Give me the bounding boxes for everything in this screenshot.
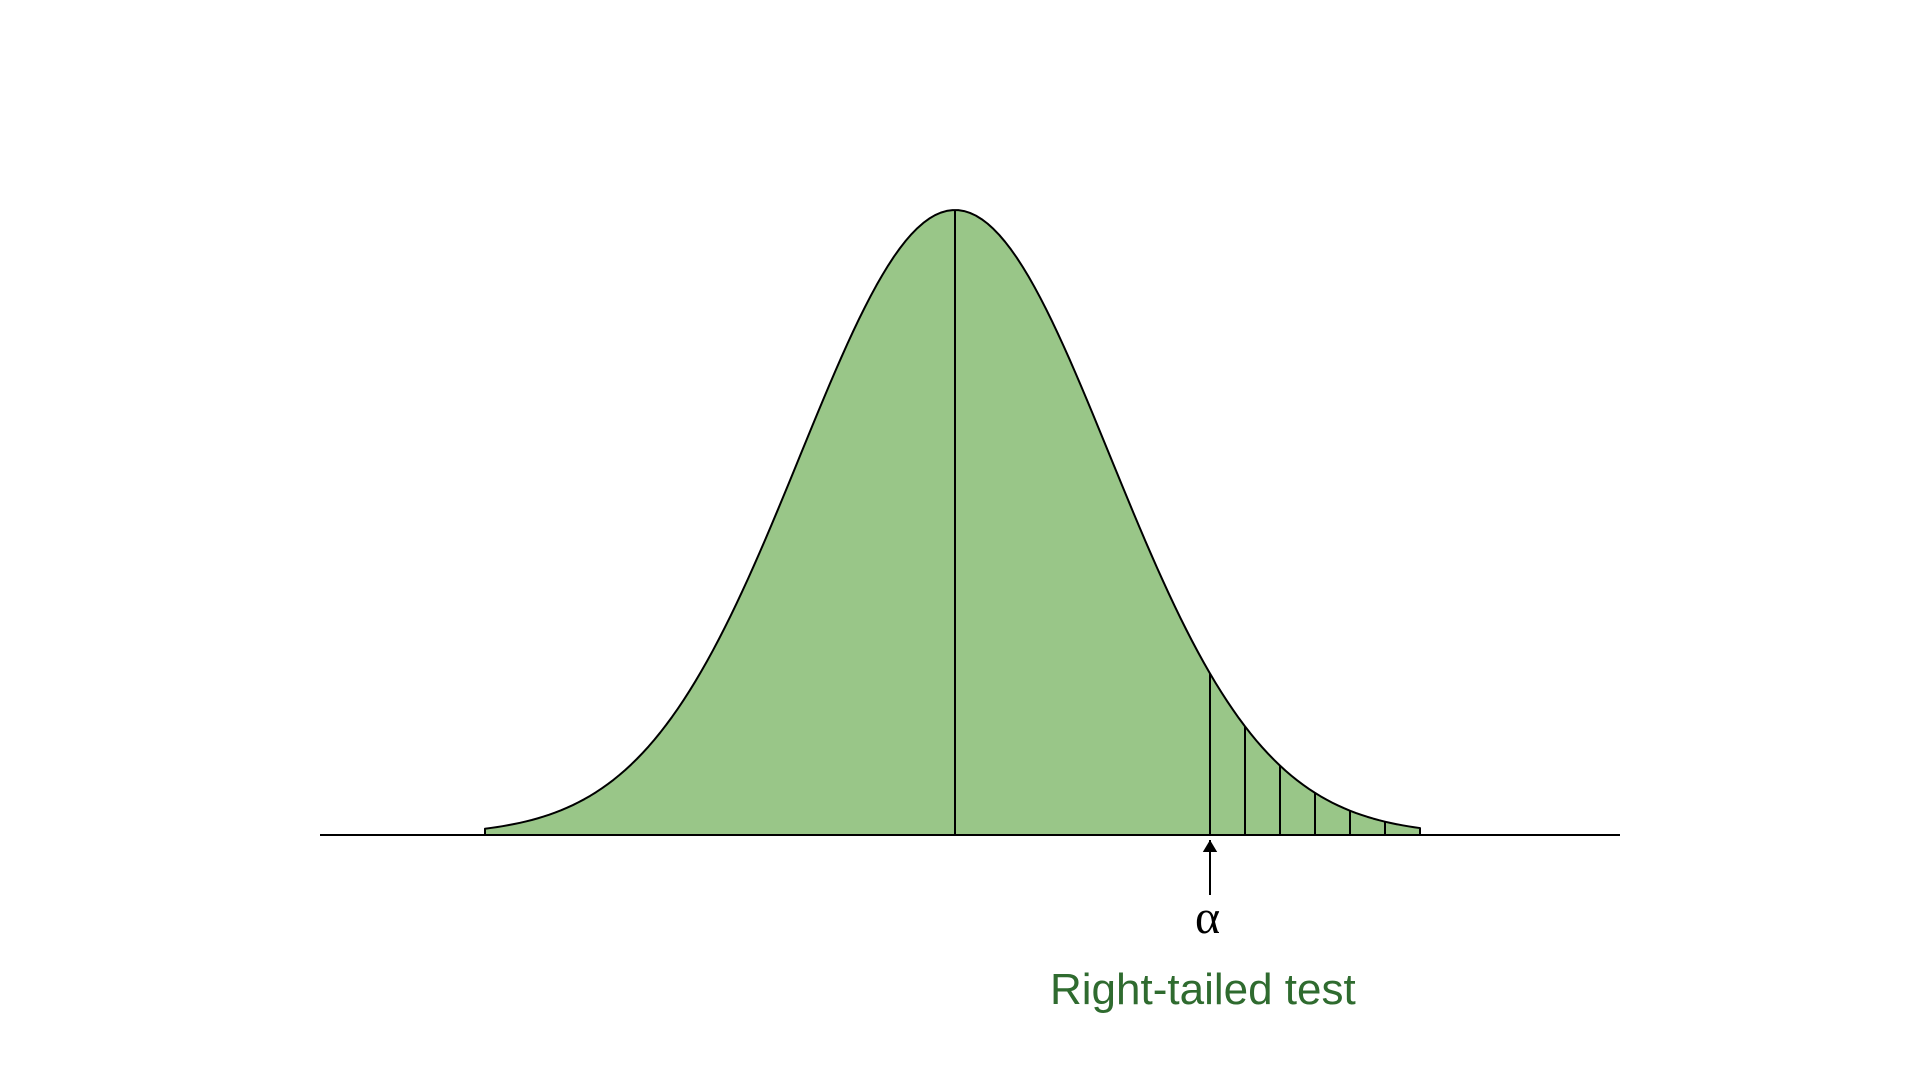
alpha-label: α — [1195, 890, 1220, 945]
distribution-plot — [0, 0, 1920, 1080]
bell-curve — [485, 210, 1420, 835]
caption-right-tailed: Right-tailed test — [1050, 965, 1356, 1015]
diagram-stage: α Right-tailed test — [0, 0, 1920, 1080]
alpha-arrow-head — [1203, 840, 1217, 852]
